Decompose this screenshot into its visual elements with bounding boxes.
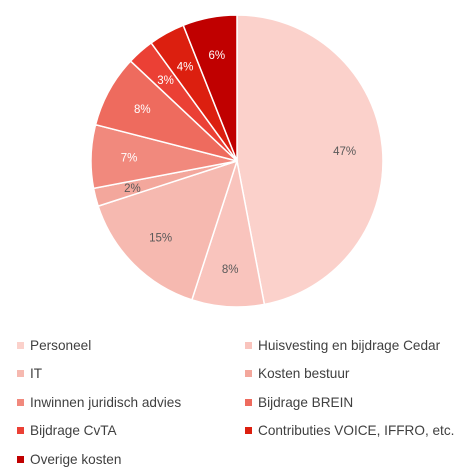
legend-swatch-9	[17, 455, 24, 463]
slice-label-2: 8%	[222, 264, 239, 276]
legend-item-5: Inwinnen juridisch advies	[17, 388, 245, 417]
legend-item-4: Kosten bestuur	[245, 360, 472, 389]
legend-item-7: Bijdrage CvTA	[17, 417, 245, 446]
slice-label-9: 6%	[208, 50, 225, 62]
legend-item-3: IT	[17, 360, 245, 389]
pie-slice-3	[97, 159, 239, 301]
slice-label-7: 3%	[157, 75, 174, 87]
legend-swatch-2	[245, 341, 252, 349]
legend-swatch-5	[17, 398, 24, 406]
legend-label-6: Bijdrage BREIN	[258, 394, 354, 410]
legend-label-5: Inwinnen juridisch advies	[30, 394, 182, 410]
slice-label-8: 4%	[177, 61, 194, 73]
slice-label-4: 2%	[124, 183, 141, 195]
pie-data-labels: 47% 8% 15% 2% 7% 8% 3%4% 6%	[121, 50, 356, 276]
pie-slice-1	[236, 14, 384, 306]
legend-item-8: Contributies VOICE, IFFRO, etc.	[245, 417, 472, 446]
pie-slices	[90, 14, 384, 308]
legend-label-4: Kosten bestuur	[258, 366, 350, 382]
slice-label-6: 8%	[134, 104, 151, 116]
legend-label-3: IT	[30, 366, 43, 382]
legend-swatch-1	[17, 341, 24, 349]
legend-label-7: Bijdrage CvTA	[30, 423, 117, 439]
legend-label-8: Contributies VOICE, IFFRO, etc.	[258, 423, 455, 439]
slice-label-5: 7%	[121, 153, 138, 165]
legend-label-9: Overige kosten	[30, 451, 122, 467]
slice-label-1: 47%	[333, 146, 356, 158]
chart-legend: Personeel Huisvesting en bijdrage Cedar IT…	[17, 331, 472, 474]
legend-swatch-3	[17, 370, 24, 378]
legend-swatch-6	[245, 398, 252, 406]
legend-swatch-7	[17, 427, 24, 435]
legend-label-2: Huisvesting en bijdrage Cedar	[258, 337, 441, 353]
legend-swatch-8	[245, 427, 252, 435]
legend-label-1: Personeel	[30, 337, 92, 353]
pie-slice-9	[182, 14, 238, 162]
legend-swatch-4	[245, 370, 252, 378]
slice-label-3: 15%	[149, 232, 172, 244]
legend-item-9: Overige kosten	[17, 445, 245, 474]
pie-chart: 47% 8% 15% 2% 7% 8% 3%4% 6%	[90, 14, 384, 308]
legend-item-1: Personeel	[17, 331, 245, 360]
legend-item-6: Bijdrage BREIN	[245, 388, 472, 417]
legend-item-2: Huisvesting en bijdrage Cedar	[245, 331, 472, 360]
